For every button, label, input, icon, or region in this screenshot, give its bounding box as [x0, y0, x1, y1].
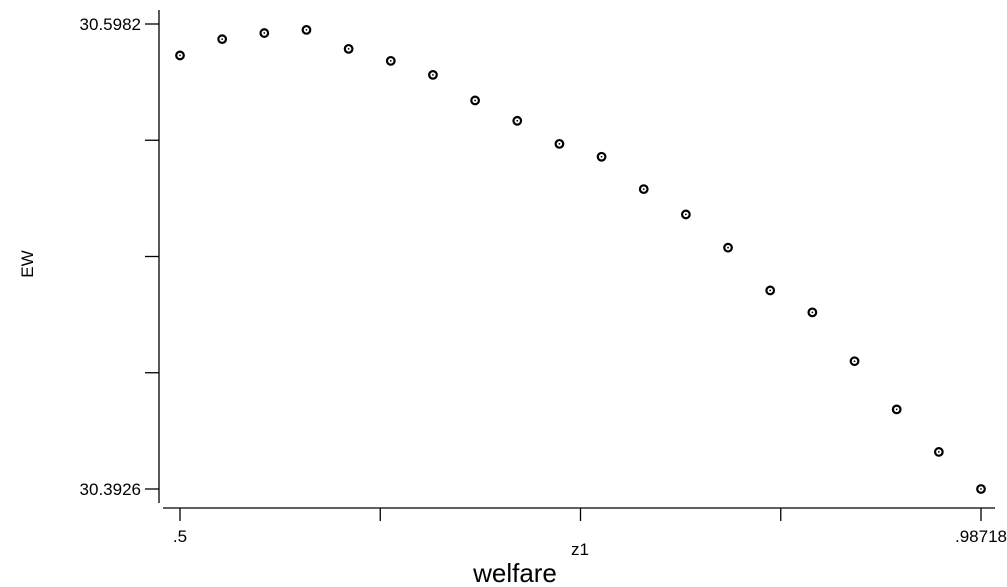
data-point — [554, 138, 565, 149]
y-axis-label: EW — [18, 250, 37, 277]
data-point — [259, 28, 270, 38]
data-point-center — [937, 451, 940, 453]
data-point — [301, 24, 312, 35]
chart-title: welfare — [472, 558, 557, 587]
data-point — [175, 50, 185, 61]
data-point-center — [769, 289, 772, 292]
data-point-center — [727, 246, 729, 249]
data-point-center — [432, 73, 434, 76]
y-tick-label: 30.5982 — [80, 15, 141, 34]
data-point-center — [389, 59, 392, 62]
data-point — [891, 404, 902, 415]
data-point — [680, 209, 691, 220]
data-point — [933, 447, 944, 457]
x-tick-label: .5 — [173, 527, 187, 546]
data-point-center — [179, 54, 181, 57]
data-point-center — [600, 155, 603, 158]
data-point-center — [895, 408, 898, 411]
data-point — [638, 184, 649, 195]
data-point-center — [642, 188, 645, 191]
data-point — [807, 307, 818, 318]
data-point — [343, 43, 354, 54]
data-point-center — [684, 213, 687, 216]
x-axis-label: z1 — [571, 540, 589, 559]
ticks: 30.5982 30.3926 .5 .98718 — [80, 15, 1007, 546]
data-point — [976, 484, 986, 494]
data-point-center — [516, 119, 519, 122]
labels: z1 EW welfare — [18, 250, 589, 587]
data-point-center — [263, 32, 266, 34]
data-point — [849, 356, 860, 367]
data-point-center — [305, 28, 308, 31]
data-point — [765, 285, 776, 296]
data-point-center — [558, 142, 561, 145]
data-point-center — [347, 47, 350, 50]
data-point — [596, 151, 607, 162]
data-point — [428, 69, 438, 80]
data-point — [470, 95, 481, 106]
data-point — [723, 242, 733, 253]
data-points — [175, 24, 986, 494]
data-point — [512, 115, 523, 126]
data-point — [217, 34, 228, 45]
data-point-center — [811, 311, 814, 314]
x-tick-label: .98718 — [955, 527, 1007, 546]
data-point-center — [221, 38, 224, 41]
data-point-center — [853, 360, 856, 363]
axes — [158, 10, 995, 509]
data-point — [385, 55, 396, 66]
y-tick-label: 30.3926 — [80, 480, 141, 499]
data-point-center — [474, 99, 477, 102]
data-point-center — [980, 488, 982, 490]
